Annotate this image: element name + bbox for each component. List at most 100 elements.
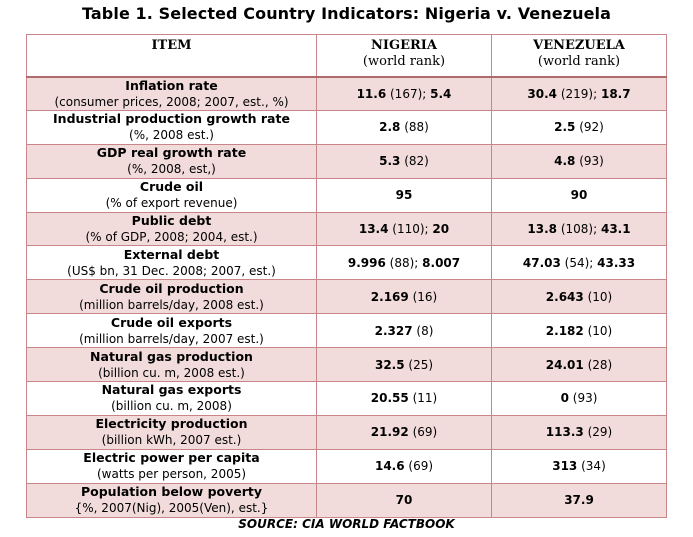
value: 13.4 <box>358 222 389 236</box>
item-cell: Electricity production (billion kWh, 2007… <box>26 414 317 450</box>
value: 11.6 <box>356 86 387 101</box>
table-row: Crude oil production (million barrels/day… <box>26 279 667 315</box>
header-venezuela: VENEZUELA (world rank) <box>491 34 667 78</box>
rank: (93) <box>568 391 598 406</box>
value: 2.643 <box>545 289 584 304</box>
item-name: Inflation rate <box>125 77 218 93</box>
item-cell: Public debt (% of GDP, 2008; 2004, est.) <box>26 211 317 247</box>
rank: (34) <box>577 459 606 474</box>
rank: (167); <box>386 86 431 101</box>
item-name: Electricity production <box>95 416 248 432</box>
rank: (69) <box>408 425 438 440</box>
nigeria-value-cell: 2.327 (8) <box>316 313 492 349</box>
rank: (108); <box>557 222 601 236</box>
venezuela-value-cell: 2.5 (92) <box>491 109 667 145</box>
venezuela-value-cell: 37.9 <box>491 482 667 518</box>
item-cell: Industrial production growth rate (%, 200… <box>26 109 317 145</box>
table-row: Electric power per capita (watts per pers… <box>26 448 667 484</box>
value: 9.996 <box>347 255 386 270</box>
venezuela-value-cell: 13.8 (108); 43.1 <box>491 211 667 247</box>
rank: (88); <box>385 255 423 270</box>
rank: (54); <box>560 255 598 270</box>
table-row: Natural gas exports (billion cu. m, 2008)… <box>26 381 667 416</box>
item-name: GDP real growth rate <box>96 145 247 161</box>
value-2: 20 <box>432 222 450 236</box>
rank: (28) <box>583 357 613 372</box>
rank: (219); <box>557 86 601 101</box>
item-cell: Inflation rate (consumer prices, 2008; 20… <box>26 76 317 111</box>
value: 0 <box>560 391 569 406</box>
nigeria-value-cell: 70 <box>316 482 492 518</box>
rank: (82) <box>400 154 429 169</box>
table-row: Crude oil exports (million barrels/day, 2… <box>26 313 667 349</box>
item-sub: {%, 2007(Nig), 2005(Ven), est.} <box>74 501 269 516</box>
item-name: Natural gas exports <box>101 382 242 398</box>
rank: (10) <box>583 323 613 338</box>
item-cell: Crude oil exports (million barrels/day, 2… <box>26 313 317 349</box>
header-venezuela-sub: (world rank) <box>537 54 621 69</box>
item-name: Crude oil exports <box>110 314 233 330</box>
item-name: Population below poverty <box>80 484 263 500</box>
venezuela-value-cell: 47.03 (54); 43.33 <box>491 245 667 281</box>
item-sub: (billion cu. m, 2008) <box>111 399 232 414</box>
item-sub: (US$ bn, 31 Dec. 2008; 2007, est.) <box>67 263 276 278</box>
table-row: Inflation rate (consumer prices, 2008; 20… <box>26 76 667 111</box>
value: 13.8 <box>527 222 558 236</box>
value-2: 43.1 <box>600 222 631 236</box>
value: 2.327 <box>374 323 413 338</box>
value: 2.5 <box>554 120 576 135</box>
nigeria-value-cell: 21.92 (69) <box>316 414 492 450</box>
rank: (10) <box>583 289 613 304</box>
nigeria-value-cell: 13.4 (110); 20 <box>316 211 492 247</box>
header-row: ITEM NIGERIA (world rank) VENEZUELA (wor… <box>26 34 667 78</box>
item-name: Natural gas production <box>90 348 253 364</box>
item-sub: (billion kWh, 2007 est.) <box>101 433 242 448</box>
item-cell: External debt (US$ bn, 31 Dec. 2008; 2007… <box>26 245 317 281</box>
value: 30.4 <box>527 86 558 101</box>
header-nigeria-label: NIGERIA <box>371 38 437 53</box>
rank: (69) <box>404 459 434 474</box>
value: 113.3 <box>545 425 584 440</box>
venezuela-value-cell: 4.8 (93) <box>491 143 667 179</box>
item-sub: (billion cu. m, 2008 est.) <box>98 365 245 380</box>
value: 21.92 <box>370 425 409 440</box>
item-sub: (%, 2008 est.) <box>129 128 214 143</box>
item-cell: GDP real growth rate (%, 2008, est,) <box>26 143 317 179</box>
item-name: External debt <box>123 246 220 262</box>
venezuela-value-cell: 313 (34) <box>491 448 667 484</box>
item-cell: Crude oil production (million barrels/day… <box>26 279 317 315</box>
value: 14.6 <box>374 459 405 474</box>
table-row: External debt (US$ bn, 31 Dec. 2008; 2007… <box>26 245 667 281</box>
header-venezuela-label: VENEZUELA <box>533 38 625 53</box>
value: 70 <box>395 493 413 508</box>
value: 4.8 <box>554 154 576 169</box>
nigeria-value-cell: 32.5 (25) <box>316 347 492 383</box>
item-sub: (% of export revenue) <box>105 196 238 211</box>
rank: (16) <box>408 289 438 304</box>
item-name: Electric power per capita <box>83 450 260 466</box>
item-name: Public debt <box>131 213 212 228</box>
value: 2.169 <box>370 289 409 304</box>
value-2: 8.007 <box>422 255 461 270</box>
header-item: ITEM <box>26 34 317 78</box>
venezuela-value-cell: 30.4 (219); 18.7 <box>491 76 667 111</box>
nigeria-value-cell: 11.6 (167); 5.4 <box>316 76 492 111</box>
nigeria-value-cell: 5.3 (82) <box>316 143 492 179</box>
header-nigeria: NIGERIA (world rank) <box>316 34 492 78</box>
item-cell: Crude oil (% of export revenue) <box>26 177 317 213</box>
venezuela-value-cell: 24.01 (28) <box>491 347 667 383</box>
nigeria-value-cell: 20.55 (11) <box>316 381 492 416</box>
table-row: GDP real growth rate (%, 2008, est,) 5.3 (… <box>26 143 667 179</box>
item-sub: (% of GDP, 2008; 2004, est.) <box>85 230 258 244</box>
value: 20.55 <box>370 391 409 406</box>
nigeria-value-cell: 14.6 (69) <box>316 448 492 484</box>
table-row: Natural gas production (billion cu. m, 20… <box>26 347 667 383</box>
item-cell: Electric power per capita (watts per pers… <box>26 448 317 484</box>
venezuela-value-cell: 90 <box>491 177 667 213</box>
item-name: Crude oil <box>139 179 204 195</box>
value: 37.9 <box>564 493 594 508</box>
item-sub: (consumer prices, 2008; 2007, est., %) <box>54 94 289 109</box>
item-sub: (watts per person, 2005) <box>96 467 247 482</box>
value: 2.8 <box>379 120 401 135</box>
nigeria-value-cell: 2.169 (16) <box>316 279 492 315</box>
